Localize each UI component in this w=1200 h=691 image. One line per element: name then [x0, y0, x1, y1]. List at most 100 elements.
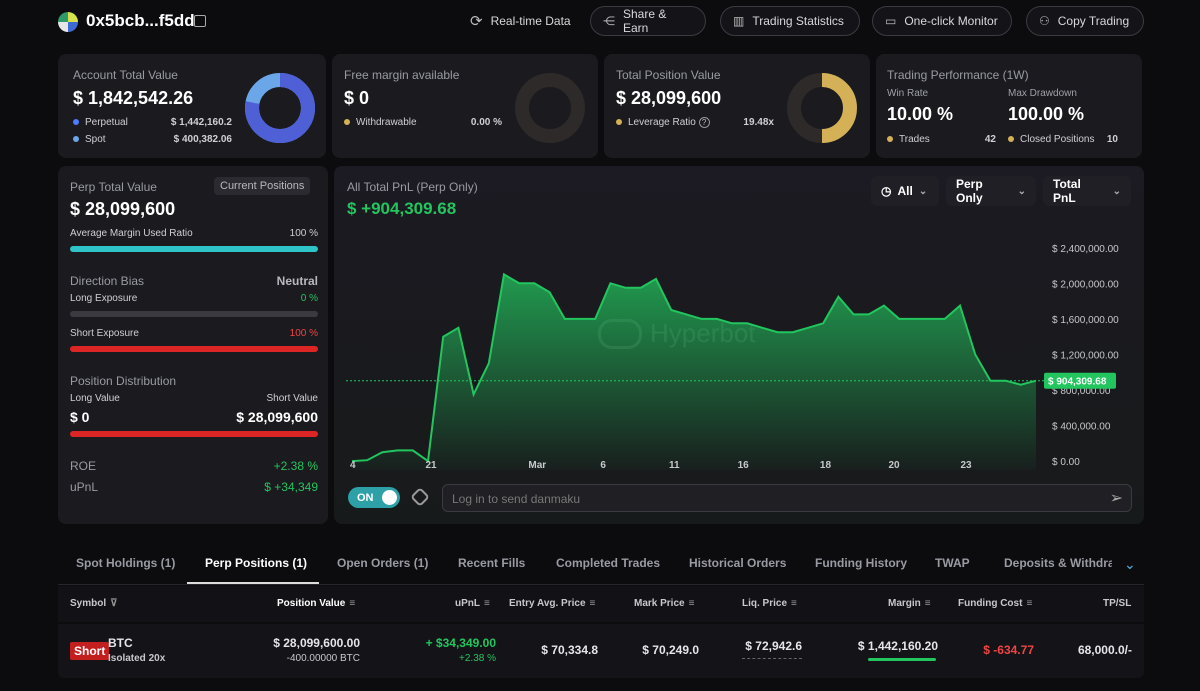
leverage-value: 19.48x: [743, 117, 774, 128]
perpetual-dot: [73, 119, 79, 126]
short-value-label: Short Value: [266, 393, 318, 404]
tab-historical-orders[interactable]: Historical Orders: [689, 556, 787, 570]
toggle-knob: [382, 490, 397, 505]
sort-icon[interactable]: ≡: [1026, 598, 1033, 609]
account-total-value: $ 1,842,542.26: [73, 88, 194, 108]
x-tick-label: 6: [600, 460, 606, 471]
one-click-monitor-label: One-click Monitor: [904, 14, 998, 28]
avg-margin-value: 100 %: [289, 228, 318, 239]
tab-completed-trades[interactable]: Completed Trades: [556, 556, 661, 570]
copy-trading-icon: ⚇: [1039, 14, 1050, 28]
market-label: Perp Only: [956, 177, 983, 205]
copy-trading-button[interactable]: ⚇ Copy Trading: [1026, 6, 1144, 36]
header-position-value[interactable]: Position Value ≡: [277, 598, 356, 609]
sort-icon[interactable]: ≡: [589, 598, 596, 609]
max-drawdown-label: Max Drawdown: [1008, 88, 1077, 99]
tpsl-value[interactable]: 68,000.0/-: [1077, 643, 1132, 657]
upnl-value: $ +34,349: [264, 480, 318, 494]
tab-funding-history[interactable]: Funding History: [815, 556, 907, 570]
perp-total-title: Perp Total Value: [70, 180, 157, 194]
short-exposure-value: 100 %: [289, 328, 318, 339]
spot-label: Spot: [73, 134, 106, 145]
trades-dot: [887, 136, 893, 143]
danmaku-input[interactable]: Log in to send danmaku ➢: [442, 484, 1132, 512]
trades-label: Trades: [887, 134, 930, 145]
free-margin-value: $ 0: [344, 88, 370, 108]
metric-dropdown[interactable]: Total PnL ⌄: [1043, 176, 1131, 206]
closed-positions-value: 10: [1106, 134, 1118, 145]
copy-icon[interactable]: [194, 15, 206, 27]
current-positions-badge[interactable]: Current Positions: [214, 177, 311, 195]
header-mark-price[interactable]: Mark Price ≡: [634, 598, 695, 609]
trading-statistics-button[interactable]: ▥ Trading Statistics: [720, 6, 860, 36]
sort-icon[interactable]: ≡: [924, 598, 931, 609]
x-tick-label: 4: [350, 460, 356, 471]
spot-dot: [73, 136, 79, 143]
header-entry-price[interactable]: Entry Avg. Price ≡: [509, 598, 596, 609]
upnl-cell: + $34,349.00: [425, 636, 496, 650]
withdrawable-value: 0.00 %: [470, 117, 502, 128]
tab-recent-fills[interactable]: Recent Fills: [458, 556, 526, 570]
tab-perp-positions[interactable]: Perp Positions (1): [205, 556, 308, 570]
stats-icon: ▥: [733, 14, 745, 28]
current-value-label: $ 904,309.68: [1048, 377, 1107, 388]
total-position-title: Total Position Value: [616, 68, 721, 82]
account-total-card: Account Total Value $ 1,842,542.26 Perpe…: [58, 54, 326, 158]
send-icon[interactable]: ➢: [1109, 490, 1123, 507]
avg-margin-bar: [70, 246, 318, 252]
tab-twap[interactable]: TWAP: [935, 556, 970, 570]
header-tpsl[interactable]: TP/SL: [1103, 598, 1132, 609]
header-liq-price[interactable]: Liq. Price ≡: [742, 598, 797, 609]
sort-icon[interactable]: ≡: [349, 598, 356, 609]
wallet-avatar: [58, 12, 78, 32]
sort-icon[interactable]: ≡: [688, 598, 695, 609]
header-margin[interactable]: Margin ≡: [888, 598, 931, 609]
sort-icon[interactable]: ≡: [791, 598, 797, 609]
tabs-more-chevron-icon[interactable]: ⌄: [1124, 556, 1136, 572]
tab-deposits-withdrawals[interactable]: Deposits & Withdraw: [1004, 556, 1112, 570]
leverage-dot: [616, 119, 622, 126]
y-tick-label: $ 2,000,000.00: [1052, 279, 1119, 290]
danmaku-toggle[interactable]: ON: [348, 487, 400, 508]
distribution-bar: [70, 431, 318, 437]
position-value: $ 28,099,600.00: [273, 636, 360, 650]
y-tick-label: $ 400,000.00: [1052, 422, 1111, 433]
header-funding-cost[interactable]: Funding Cost ≡: [958, 598, 1033, 609]
current-value-tag: [1044, 372, 1116, 389]
refresh-icon: ⟳: [470, 13, 483, 30]
pnl-chart: $ 2,400,000.00 $ 2,000,000.00 $ 1,600,000.…: [346, 244, 1119, 471]
share-earn-label: Share & Earn: [623, 7, 667, 35]
account-donut: [245, 73, 315, 143]
liq-price-underline: [742, 658, 802, 659]
share-earn-button[interactable]: ⋲ Share & Earn: [590, 6, 706, 36]
tab-open-orders[interactable]: Open Orders (1): [337, 556, 429, 570]
x-tick-label: 21: [426, 460, 438, 471]
pnl-area-fill: [352, 274, 1036, 470]
spot-value: $ 400,382.06: [173, 134, 232, 145]
info-icon[interactable]: ?: [698, 117, 710, 128]
free-margin-title: Free margin available: [344, 68, 460, 82]
x-tick-label: 23: [961, 460, 973, 471]
roe-label: ROE: [70, 459, 97, 473]
symbol-name[interactable]: BTC: [108, 636, 133, 650]
tab-spot-holdings[interactable]: Spot Holdings (1): [76, 556, 176, 570]
x-tick-label: 18: [820, 460, 832, 471]
metric-label: Total PnL: [1053, 177, 1081, 205]
perpetual-label: Perpetual: [73, 117, 128, 128]
toggle-label: ON: [357, 491, 374, 504]
table-row[interactable]: [58, 624, 1144, 678]
long-value-label: Long Value: [70, 393, 120, 404]
header-upnl[interactable]: uPnL ≡: [455, 598, 490, 609]
leverage-label: Leverage Ratio ?: [616, 117, 710, 128]
header-symbol[interactable]: Symbol ⊽: [70, 598, 118, 609]
market-dropdown[interactable]: Perp Only ⌄: [946, 176, 1036, 206]
filter-icon[interactable]: ⊽: [110, 598, 118, 609]
one-click-monitor-button[interactable]: ▭ One-click Monitor: [872, 6, 1012, 36]
realtime-data-button[interactable]: ⟳ Real-time Data: [470, 12, 571, 30]
time-range-dropdown[interactable]: ◷ All ⌄: [871, 176, 939, 206]
mark-price: $ 70,249.0: [642, 643, 699, 657]
upnl-label: uPnL: [70, 480, 99, 494]
chevron-down-icon: ⌄: [918, 185, 928, 197]
sort-icon[interactable]: ≡: [484, 598, 490, 609]
copy-trading-label: Copy Trading: [1057, 14, 1130, 28]
